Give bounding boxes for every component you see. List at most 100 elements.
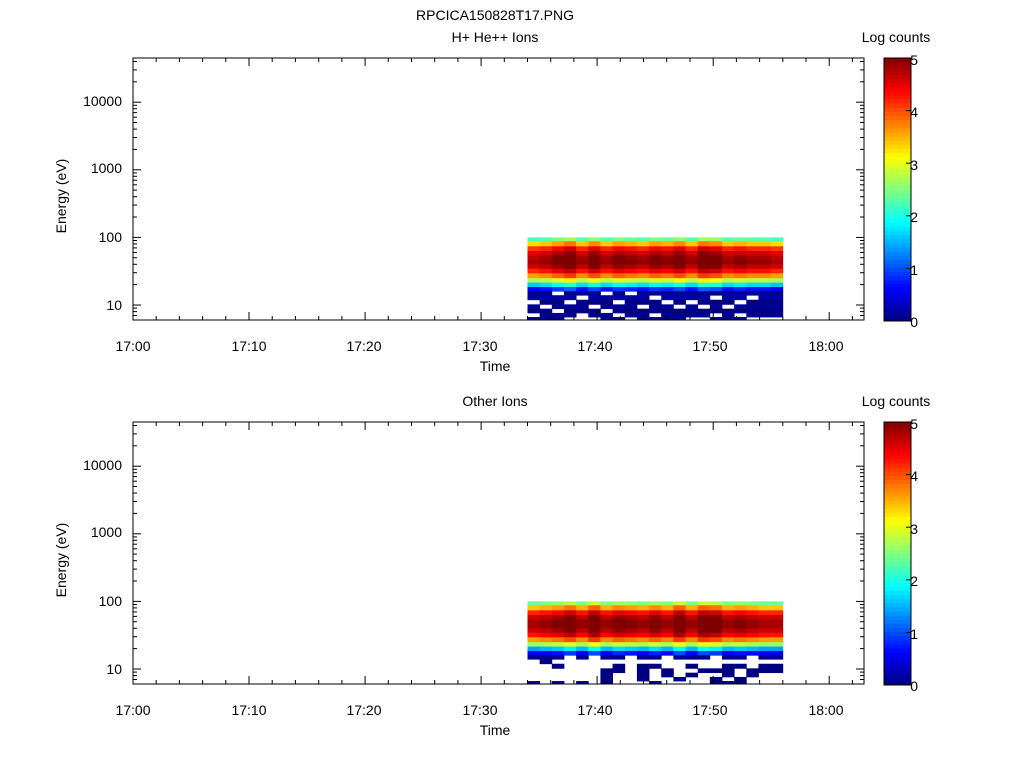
colorbar-segment bbox=[884, 86, 911, 92]
heatmap-cell bbox=[758, 312, 772, 318]
colorbar-segment bbox=[884, 454, 911, 460]
heatmap-cell bbox=[697, 651, 711, 656]
heatmap-cell bbox=[539, 241, 553, 247]
heatmap-cell bbox=[734, 637, 747, 643]
heatmap-cell bbox=[612, 237, 626, 242]
heatmap-cell bbox=[612, 295, 626, 301]
heatmap-cell bbox=[709, 615, 723, 620]
heatmap-cell bbox=[734, 642, 747, 647]
heatmap-cell bbox=[551, 268, 565, 274]
heatmap-cell bbox=[576, 681, 589, 685]
panel-h-he-ions: H+ He++ Ions Log counts Energy (eV) Time… bbox=[53, 29, 930, 374]
heatmap-cell bbox=[624, 623, 638, 629]
heatmap-cell bbox=[539, 610, 553, 616]
heatmap-cell bbox=[612, 642, 626, 647]
heatmap-cell bbox=[636, 246, 650, 252]
heatmap-cell bbox=[734, 619, 747, 625]
heatmap-cell bbox=[758, 251, 772, 256]
heatmap-cell bbox=[636, 268, 650, 274]
heatmap-cell bbox=[685, 295, 699, 301]
heatmap-cell bbox=[539, 615, 553, 620]
heatmap-cell bbox=[673, 287, 686, 292]
heatmap-cell bbox=[722, 610, 735, 616]
heatmap-cell bbox=[636, 287, 650, 292]
heatmap-cell bbox=[636, 623, 650, 629]
heatmap-cell bbox=[539, 601, 553, 606]
colorbar-segment bbox=[884, 181, 911, 186]
heatmap-cell bbox=[527, 646, 541, 652]
heatmap-cell bbox=[709, 282, 723, 288]
heatmap-cell bbox=[770, 623, 784, 629]
heatmap-cell bbox=[673, 317, 686, 321]
colorbar-segment bbox=[884, 483, 911, 489]
heatmap-cell bbox=[649, 251, 662, 256]
x-tick-label: 17:20 bbox=[346, 338, 381, 354]
heatmap-cell bbox=[576, 632, 589, 638]
colorbar-segment bbox=[884, 619, 911, 624]
heatmap-cell bbox=[770, 637, 784, 643]
heatmap-cell bbox=[624, 651, 638, 656]
heatmap-cell bbox=[600, 246, 613, 252]
colorbar-segment bbox=[884, 541, 911, 546]
heatmap-cell bbox=[697, 278, 711, 283]
colorbar-segment bbox=[884, 288, 911, 293]
colorbar-segment bbox=[884, 549, 911, 554]
heatmap-cell bbox=[551, 628, 565, 634]
heatmap-cell bbox=[697, 291, 711, 296]
heatmap-cell bbox=[661, 601, 674, 606]
heatmap-cell bbox=[697, 295, 711, 301]
heatmap-cell bbox=[563, 637, 577, 643]
heatmap-cell bbox=[770, 246, 784, 252]
heatmap-cell bbox=[709, 601, 723, 606]
colorbar-segment bbox=[884, 672, 911, 678]
heatmap-cell bbox=[770, 605, 784, 611]
heatmap-cell bbox=[697, 668, 711, 674]
colorbar-segment bbox=[884, 487, 911, 493]
heatmap-cell bbox=[527, 637, 541, 643]
heatmap-cell bbox=[600, 255, 613, 261]
heatmap-cell bbox=[673, 251, 686, 256]
heatmap-cell bbox=[697, 628, 711, 634]
heatmap-cell bbox=[624, 642, 638, 647]
colorbar-segment bbox=[884, 222, 911, 227]
heatmap-cell bbox=[746, 610, 759, 616]
heatmap-cell bbox=[661, 619, 674, 625]
heatmap-cell bbox=[746, 628, 759, 634]
heatmap-cell bbox=[734, 246, 747, 252]
y-tick-label: 10000 bbox=[83, 93, 122, 109]
heatmap-cell bbox=[685, 273, 699, 279]
heatmap-cell bbox=[612, 264, 626, 270]
heatmap-cell bbox=[709, 291, 723, 296]
heatmap-cell bbox=[709, 273, 723, 279]
heatmap-cell bbox=[588, 642, 601, 647]
heatmap-cell bbox=[576, 246, 589, 252]
heatmap-cell bbox=[661, 615, 674, 620]
heatmap-cell bbox=[588, 259, 601, 265]
heatmap-cell bbox=[722, 255, 735, 261]
heatmap-cell bbox=[649, 615, 662, 620]
heatmap-cell bbox=[527, 268, 541, 274]
colorbar-segment bbox=[884, 316, 911, 322]
heatmap-cell bbox=[746, 646, 759, 652]
heatmap-cell bbox=[636, 299, 650, 305]
heatmap-cell bbox=[770, 308, 784, 314]
heatmap-cell bbox=[661, 246, 674, 252]
heatmap-cell bbox=[722, 601, 735, 606]
heatmap-cell bbox=[709, 237, 723, 242]
axis-ticks bbox=[132, 58, 864, 321]
heatmap-cell bbox=[685, 278, 699, 283]
colorbar-segment bbox=[884, 58, 911, 63]
heatmap-cell bbox=[539, 619, 553, 625]
heatmap-cell bbox=[588, 605, 601, 611]
heatmap-cell bbox=[734, 623, 747, 629]
heatmap-cell bbox=[709, 676, 723, 682]
heatmap-cell bbox=[539, 655, 553, 660]
colorbar-segment bbox=[884, 520, 911, 526]
heatmap-cell bbox=[576, 291, 589, 296]
heatmap-cell bbox=[563, 287, 577, 292]
heatmap-cell bbox=[685, 237, 699, 242]
heatmap-cell bbox=[624, 241, 638, 247]
heatmap-cell bbox=[551, 282, 565, 288]
heatmap-cell bbox=[539, 628, 553, 634]
heatmap-cell bbox=[600, 264, 613, 270]
